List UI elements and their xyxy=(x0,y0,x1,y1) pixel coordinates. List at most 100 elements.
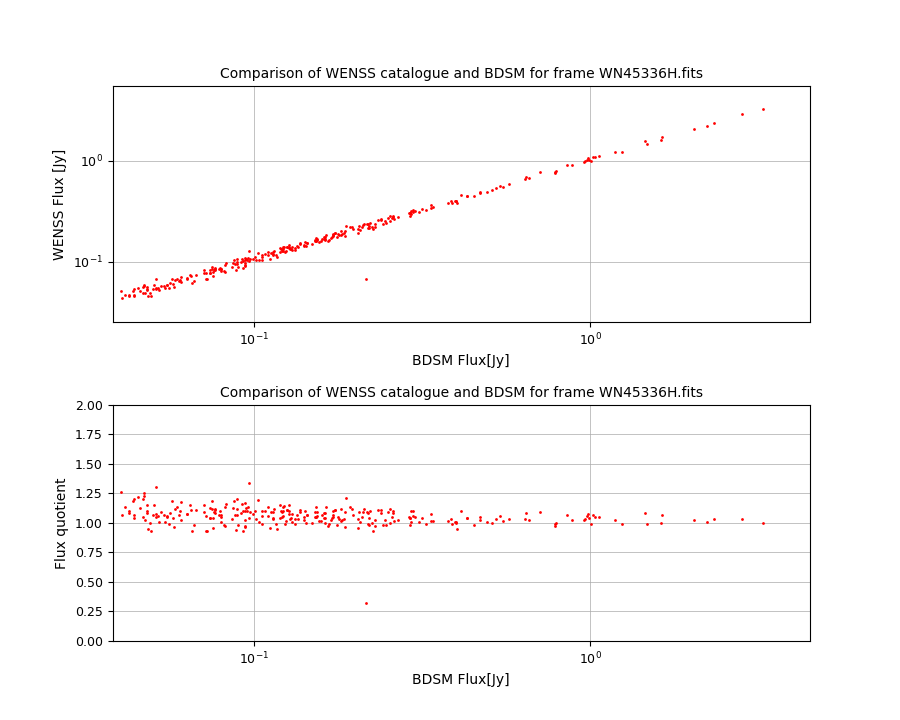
Point xyxy=(360,506,374,518)
Point xyxy=(127,289,141,300)
Point xyxy=(518,513,532,525)
Point xyxy=(308,235,322,247)
Point xyxy=(275,511,290,523)
Point xyxy=(242,506,256,518)
Point xyxy=(640,138,654,150)
Point xyxy=(401,511,416,523)
Point xyxy=(275,510,290,522)
Point xyxy=(319,229,333,240)
Point xyxy=(374,215,388,226)
Point xyxy=(383,503,398,515)
Point xyxy=(338,230,353,241)
Point xyxy=(492,510,507,522)
Point xyxy=(148,508,163,520)
Point xyxy=(147,500,161,511)
Point xyxy=(282,508,296,520)
Point xyxy=(357,218,372,230)
Point xyxy=(584,156,598,167)
Point xyxy=(368,221,382,233)
Point xyxy=(345,222,359,233)
Point xyxy=(460,190,474,202)
Point xyxy=(448,516,463,528)
Point xyxy=(284,508,299,520)
Point xyxy=(249,253,264,265)
Point xyxy=(357,503,372,514)
Point xyxy=(404,505,419,517)
Point xyxy=(217,266,231,277)
Point xyxy=(269,251,284,263)
Point xyxy=(584,518,598,530)
Point xyxy=(365,526,380,537)
Point xyxy=(361,218,375,230)
Point xyxy=(266,512,280,523)
Point xyxy=(467,191,482,202)
Point xyxy=(454,189,469,201)
Point xyxy=(734,109,749,120)
Point xyxy=(238,260,252,271)
Point xyxy=(548,518,562,530)
Point xyxy=(180,273,194,284)
Point xyxy=(148,482,163,493)
Point xyxy=(180,508,194,520)
Point xyxy=(309,232,323,243)
Point xyxy=(275,243,290,255)
Point xyxy=(202,502,217,513)
Point xyxy=(200,526,214,537)
Point xyxy=(309,502,323,513)
Point xyxy=(480,516,494,527)
Point xyxy=(242,253,256,265)
Point xyxy=(163,277,177,289)
Point xyxy=(334,503,348,515)
Point xyxy=(235,498,249,510)
Point xyxy=(284,513,299,524)
Point xyxy=(378,514,392,526)
Point xyxy=(224,513,238,525)
Point xyxy=(199,274,213,285)
Point xyxy=(688,123,702,135)
Point xyxy=(361,508,375,519)
Point xyxy=(564,160,579,171)
Point xyxy=(473,186,488,197)
Point xyxy=(317,233,331,245)
Point xyxy=(140,507,154,518)
Point xyxy=(118,501,132,513)
Point xyxy=(226,502,240,513)
Point xyxy=(300,509,314,521)
Point xyxy=(654,509,669,521)
Point xyxy=(280,504,294,516)
Point xyxy=(288,242,302,253)
Point xyxy=(242,478,256,490)
Point xyxy=(580,510,594,522)
Point xyxy=(356,220,371,231)
Point xyxy=(522,514,536,526)
Point xyxy=(275,242,290,253)
Point xyxy=(208,263,222,274)
Point xyxy=(213,266,228,277)
Point xyxy=(314,233,328,245)
Point xyxy=(113,486,128,498)
Point xyxy=(274,243,288,255)
Point xyxy=(147,279,161,291)
Point xyxy=(202,513,217,524)
Point xyxy=(403,207,418,219)
Point xyxy=(334,515,348,526)
Point xyxy=(184,504,198,516)
Point xyxy=(151,284,166,296)
Point xyxy=(166,521,181,533)
Point xyxy=(699,516,714,528)
Point xyxy=(255,249,269,261)
Point xyxy=(140,505,154,516)
Point xyxy=(138,287,152,299)
Point xyxy=(326,228,340,240)
Point xyxy=(255,254,269,266)
Point xyxy=(148,511,163,523)
Point xyxy=(374,507,388,518)
Point xyxy=(402,519,417,531)
Point xyxy=(318,512,332,523)
Point xyxy=(321,234,336,246)
Point xyxy=(266,246,281,257)
Point xyxy=(460,513,474,524)
Point xyxy=(321,518,336,530)
Point xyxy=(330,519,345,531)
Point xyxy=(282,241,296,253)
